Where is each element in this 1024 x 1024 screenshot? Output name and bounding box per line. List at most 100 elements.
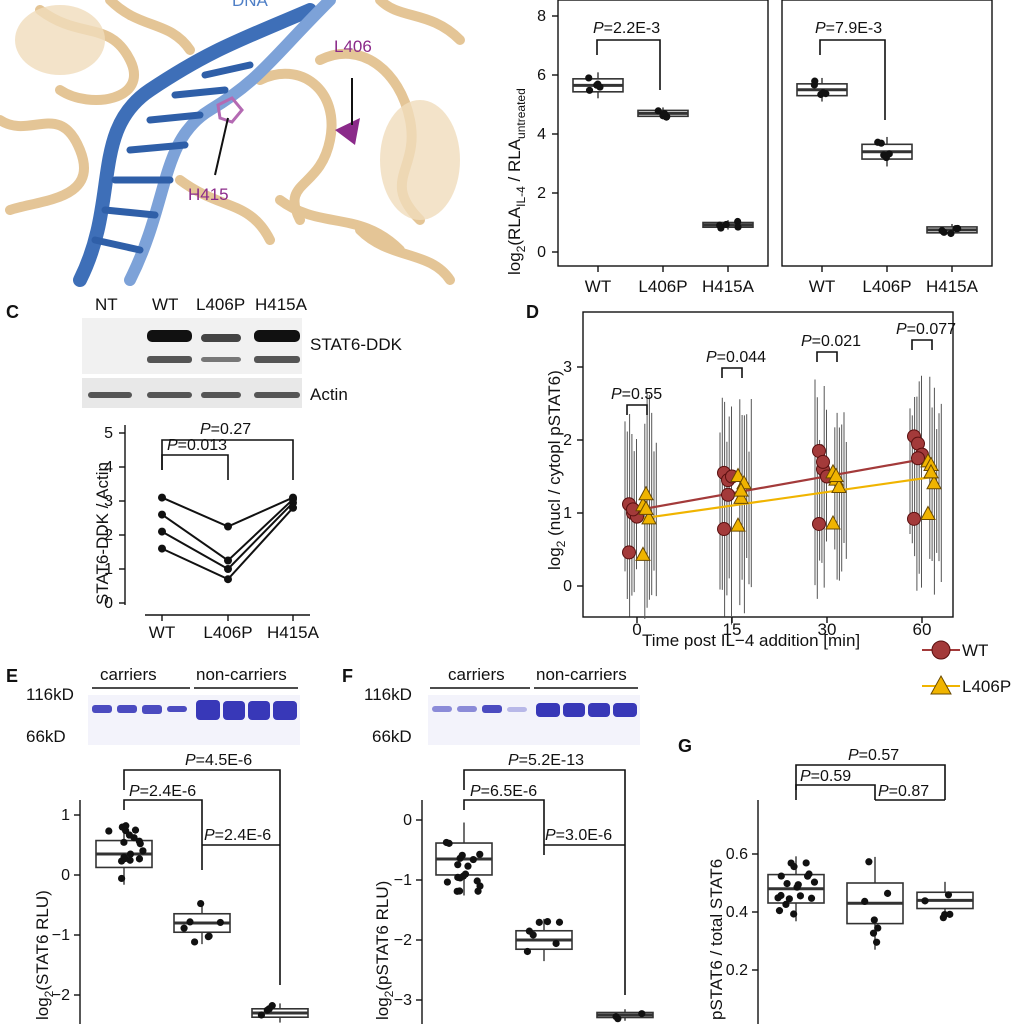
panel-d-point-l406p <box>831 478 847 493</box>
panel-f-box-point <box>469 855 477 864</box>
panel-c-xtick-label: H415A <box>267 623 320 642</box>
panel-c-point <box>289 503 297 512</box>
panel-d-point-wt <box>907 511 921 526</box>
panel-c-ytick-label: 2 <box>104 527 113 544</box>
panel-f-group-carriers: carriers <box>448 665 505 684</box>
panel-f-ytick-label: 0 <box>403 812 412 829</box>
panel-f-p2: P=6.5E-6 <box>470 783 537 800</box>
panel-b-box-point <box>885 150 893 158</box>
panel-e-box-point <box>135 837 143 845</box>
panel-e-group-noncarriers: non-carriers <box>196 665 287 684</box>
panel-e-box-point <box>126 856 134 864</box>
panel-d-xtick-label: 15 <box>723 620 742 639</box>
panel-d-ytick-label: 0 <box>563 578 572 595</box>
panel-d-point-l406p <box>825 514 841 530</box>
legend-l406p: L406P <box>962 677 1011 696</box>
panel-d-p-bracket <box>721 367 743 378</box>
panel-g-box-point <box>805 870 813 878</box>
panel-g-ytick-label: 0.2 <box>726 962 748 979</box>
panel-d-point-l406p <box>730 517 746 532</box>
panel-d-point-l406p <box>733 489 749 504</box>
blot-lane-wt: WT <box>152 295 178 314</box>
panel-c-point <box>224 556 232 565</box>
panel-g-box-point <box>790 910 798 918</box>
panel-d-trend-l406p <box>638 475 937 520</box>
panel-e-box-point <box>122 822 130 830</box>
panel-d-point-wt <box>816 454 830 469</box>
panel-g-box-point <box>793 883 801 891</box>
panel-e-box-point <box>118 874 126 883</box>
panel-b-xtick-label: H415A <box>926 277 979 296</box>
panel-e-box-point <box>205 932 213 940</box>
panel-g-box-point <box>921 897 929 905</box>
panel-g-box-point <box>883 889 892 897</box>
panel-f-group-noncarriers: non-carriers <box>536 665 627 684</box>
panel-f-ytick-label: −2 <box>394 932 412 949</box>
panel-c-ytick-label: 3 <box>104 493 113 510</box>
panel-c-ytick-label: 4 <box>104 459 113 476</box>
panel-d-legend: WT L406P <box>922 640 1011 696</box>
panel-d-p-label: P=0.021 <box>801 333 861 350</box>
panel-b-ytick-label: 0 <box>537 244 546 261</box>
residue-l406-mark <box>335 118 360 145</box>
panel-e-box-point <box>139 847 147 855</box>
panel-e-box-point <box>126 850 135 858</box>
panel-g-p1: P=0.57 <box>848 747 899 764</box>
panel-b-box-point <box>734 223 742 231</box>
panel-e-box-point <box>131 826 140 834</box>
panel-c-point <box>158 527 166 536</box>
residue-h415-mark <box>216 96 244 124</box>
panel-d-point-wt <box>911 451 925 466</box>
panel-g-box-point <box>775 907 784 915</box>
panel-b-box-point <box>810 81 818 89</box>
panel-b-box-point <box>938 227 946 235</box>
panel-d-p-label: P=0.55 <box>611 386 662 403</box>
panel-a-structure: DNA L406 H415 <box>0 0 470 290</box>
panel-d-point-l406p <box>920 505 936 520</box>
panel-f-box-point <box>454 861 462 869</box>
panel-g-ytick-label: 0.4 <box>726 904 748 921</box>
panel-b-ytick-label: 2 <box>537 185 546 202</box>
panel-d-ytick-label: 3 <box>563 359 572 376</box>
blot-lane-h415a: H415A <box>255 295 308 314</box>
panel-g: G pSTAT6 / total STAT6 0.60.40.2 P=0.57 … <box>678 736 974 1024</box>
panel-g-box-point <box>865 858 873 866</box>
panel-e-ytick-label: −1 <box>52 927 70 944</box>
panel-f-marker-116: 116kD <box>364 685 412 704</box>
residue-label-h415: H415 <box>188 185 229 204</box>
panel-d-p-bracket <box>816 351 838 362</box>
residue-label-l406: L406 <box>334 37 372 56</box>
panel-b-box-point <box>947 229 955 238</box>
panel-c-letter: C <box>6 302 19 322</box>
blot-lane-nt: NT <box>95 295 118 314</box>
panel-g-box-point <box>946 910 954 918</box>
panel-e-box-point <box>180 924 188 932</box>
panel-b-ytick-label: 6 <box>537 67 546 84</box>
panel-c-point <box>224 575 232 584</box>
panel-e-ytick-label: −2 <box>52 987 70 1004</box>
panel-e: E carriers non-carriers 116kD 66kD log2(… <box>6 665 309 1024</box>
panel-e-box-point <box>197 899 205 908</box>
panel-c: C NT WT L406P H415A STAT6-DDK Actin STAT… <box>6 295 403 642</box>
panel-c-point <box>158 493 166 502</box>
panel-c-ytick-label: 5 <box>104 425 113 442</box>
panel-b-box-point <box>734 217 742 226</box>
panel-d-point-l406p <box>638 500 654 515</box>
panel-c-point <box>158 510 166 519</box>
panel-g-box-point <box>810 878 819 886</box>
panel-f-box-point <box>476 850 484 858</box>
blot-row-actin: Actin <box>310 385 348 404</box>
panel-f-box-point <box>456 887 464 895</box>
panel-g-box-point <box>861 897 869 905</box>
dna-label: DNA <box>232 0 269 10</box>
panel-e-letter: E <box>6 666 18 686</box>
panel-b-ytick-label: 8 <box>537 8 546 25</box>
panel-b-right-p: P=7.9E-3 <box>815 20 882 37</box>
panel-f-box-point <box>474 887 482 895</box>
panel-f-p3: P=3.0E-6 <box>545 827 612 844</box>
panel-g-letter: G <box>678 736 692 756</box>
panel-e-marker-116: 116kD <box>26 685 74 704</box>
panel-b-box-point <box>716 221 724 229</box>
panel-d-xtick-label: 30 <box>818 620 837 639</box>
panel-b-box-point <box>722 220 730 229</box>
